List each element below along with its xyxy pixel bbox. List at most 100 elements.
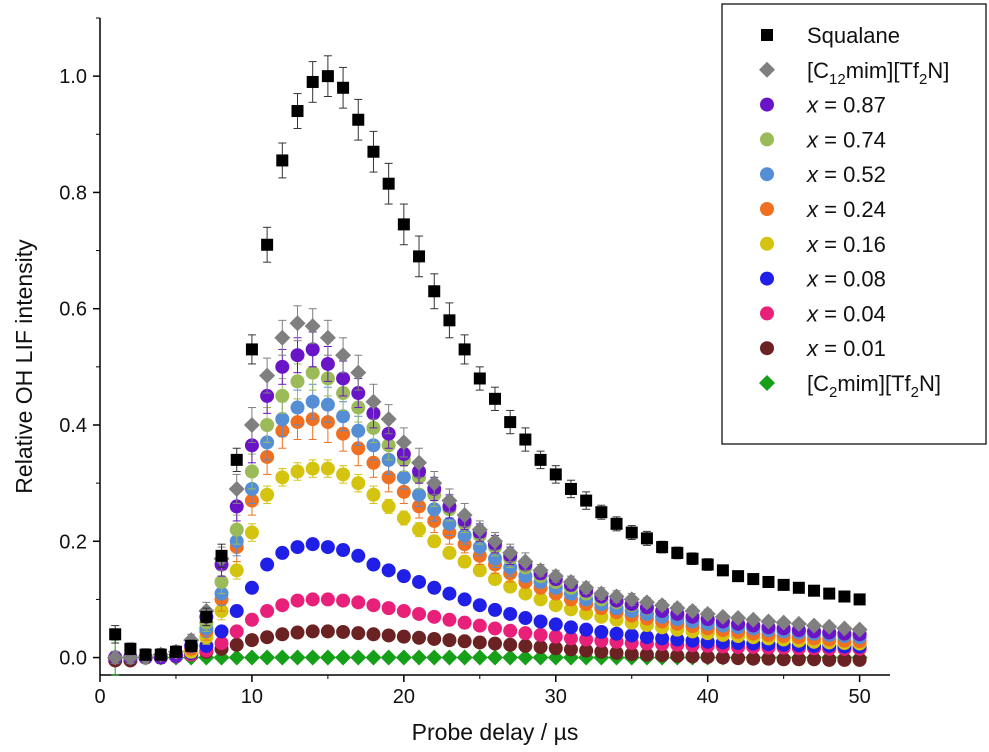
diamond-marker	[517, 553, 534, 570]
legend-subscript: 12	[829, 71, 846, 88]
circle-marker	[760, 132, 774, 147]
square-marker	[109, 628, 122, 641]
circle-marker	[427, 502, 442, 517]
diamond-marker	[471, 521, 488, 538]
diamond-marker	[836, 620, 853, 637]
diamond-marker	[456, 507, 473, 524]
square-marker	[215, 549, 228, 562]
diamond-marker	[745, 611, 762, 628]
circle-marker	[381, 470, 396, 485]
circle-marker	[822, 652, 837, 667]
square-marker	[762, 575, 775, 588]
circle-marker	[260, 487, 275, 502]
legend-box	[721, 3, 987, 445]
square-marker	[656, 541, 669, 554]
y-tick-label: 0.2	[59, 531, 87, 553]
square-marker	[625, 526, 638, 539]
circle-marker	[366, 455, 381, 470]
square-marker	[671, 546, 684, 559]
diamond-marker	[243, 416, 260, 433]
circle-marker	[305, 342, 320, 357]
diamond-marker	[365, 649, 382, 666]
legend-label: [C2mim][Tf2N]	[807, 371, 941, 401]
circle-marker	[336, 409, 351, 424]
circle-marker	[290, 464, 305, 479]
diamond-marker	[259, 367, 276, 384]
square-marker	[245, 343, 258, 356]
square-marker	[230, 453, 243, 466]
diamond-marker	[274, 649, 291, 666]
diamond-marker	[350, 364, 367, 381]
diamond-marker	[289, 315, 306, 332]
circle-marker	[442, 516, 457, 531]
circle-marker	[305, 537, 320, 552]
diamond-marker	[487, 649, 503, 666]
circle-marker	[275, 388, 290, 403]
circle-marker	[290, 593, 305, 608]
diamond-marker	[228, 480, 245, 497]
circle-marker	[609, 645, 624, 660]
circle-marker	[488, 636, 502, 651]
axes: 0 10 20 30 40 50 0.0 0.2 0.4 0.6 0.8 1.0	[59, 17, 890, 708]
circle-marker	[761, 651, 776, 666]
circle-marker	[396, 484, 411, 499]
circle-marker	[760, 97, 774, 112]
diamond-marker	[411, 454, 428, 471]
circle-marker	[336, 371, 351, 386]
circle-marker	[503, 637, 518, 652]
square-marker	[489, 392, 501, 405]
y-tick-label: 0.8	[59, 182, 87, 204]
circle-marker	[563, 631, 578, 646]
circle-marker	[563, 642, 578, 657]
legend-label: x = 0.01	[806, 336, 886, 361]
square-marker	[337, 81, 350, 94]
diamond-marker	[319, 329, 336, 346]
circle-marker	[305, 592, 320, 607]
x-tick-label: 20	[393, 686, 415, 708]
circle-marker	[412, 574, 427, 589]
diamond-marker	[562, 573, 579, 590]
circle-marker	[275, 598, 290, 613]
circle-marker	[214, 624, 229, 639]
circle-marker	[791, 652, 806, 667]
circle-marker	[351, 441, 366, 456]
circle-marker	[715, 650, 730, 665]
circle-marker	[594, 624, 609, 639]
diamond-marker	[243, 649, 260, 666]
diamond-marker	[806, 617, 823, 634]
legend-subscript: 2	[919, 71, 927, 88]
legend-value: = 0.08	[818, 267, 886, 292]
legend-value: = 0.16	[818, 232, 886, 257]
diamond-marker	[821, 618, 838, 635]
square-marker	[838, 590, 851, 603]
x-tick-label: 0	[94, 686, 105, 708]
circle-marker	[351, 423, 366, 438]
circle-marker	[244, 464, 259, 479]
diamond-marker	[335, 347, 352, 364]
circle-marker	[837, 652, 852, 667]
circle-marker	[214, 574, 229, 589]
circle-marker	[533, 640, 548, 655]
legend-label: [C12mim][Tf2N]	[807, 58, 949, 88]
circle-marker	[579, 643, 594, 658]
diamond-marker	[456, 649, 473, 666]
circle-marker	[442, 612, 457, 627]
square-marker	[701, 558, 714, 571]
circle-marker	[214, 636, 229, 651]
circle-marker	[670, 648, 685, 663]
circle-marker	[275, 627, 290, 642]
square-marker	[853, 593, 866, 606]
circle-marker	[305, 624, 320, 639]
circle-marker	[396, 604, 411, 619]
square-marker	[352, 113, 365, 126]
circle-marker	[381, 628, 396, 643]
square-marker	[124, 642, 137, 655]
circle-marker	[336, 426, 351, 441]
circle-marker	[472, 540, 487, 555]
circle-marker	[229, 604, 244, 619]
diamond-marker	[532, 649, 549, 666]
circle-marker	[275, 545, 290, 560]
diamond-marker	[684, 603, 701, 620]
diamond-marker	[654, 597, 671, 614]
